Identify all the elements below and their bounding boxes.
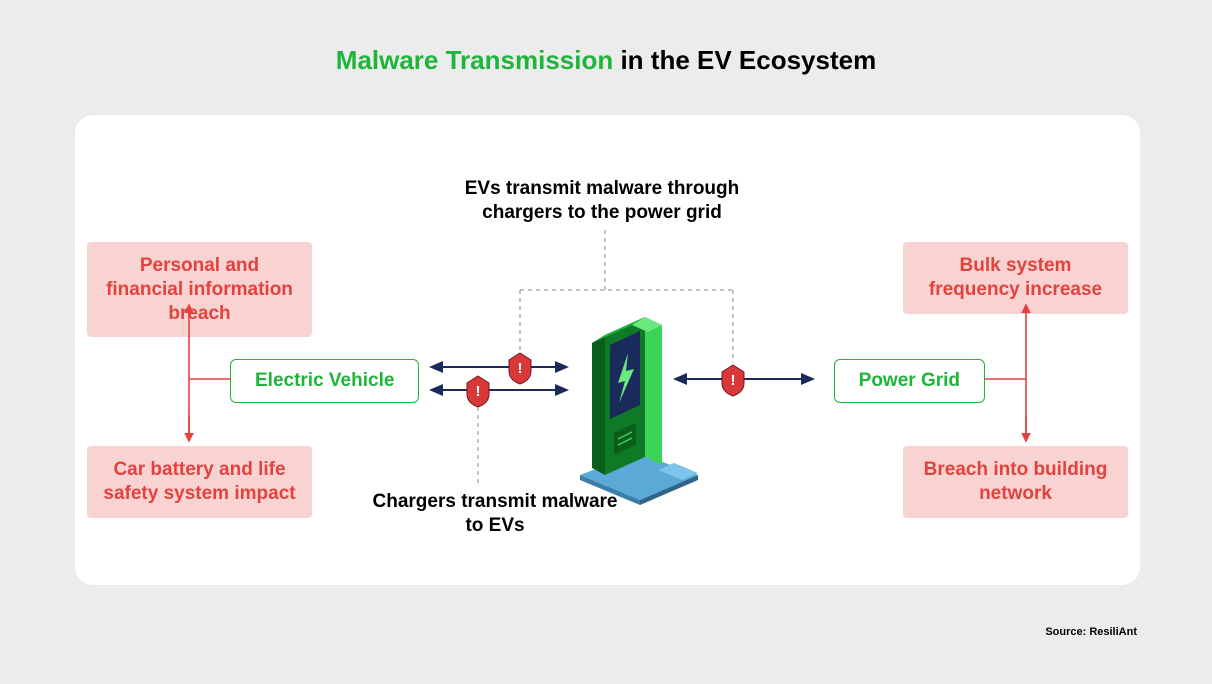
danger-box-battery-safety: Car battery and life safety system impac… (87, 446, 312, 518)
danger-box-personal-info: Personal and financial information breac… (87, 242, 312, 337)
svg-text:!: ! (476, 383, 481, 400)
callout-ev-to-grid: EVs transmit malware through chargers to… (432, 177, 772, 225)
source-label: Source: ResiliAnt (1045, 626, 1137, 638)
svg-text:!: ! (518, 360, 523, 377)
page-title: Malware Transmission in the EV Ecosystem (0, 0, 1212, 76)
title-highlight: Malware Transmission (336, 45, 613, 75)
node-power-grid: Power Grid (834, 359, 985, 403)
svg-text:!: ! (731, 372, 736, 389)
node-electric-vehicle: Electric Vehicle (230, 359, 419, 403)
diagram-card: Personal and financial information breac… (75, 115, 1140, 585)
danger-box-frequency: Bulk system frequency increase (903, 242, 1128, 314)
danger-box-building-network: Breach into building network (903, 446, 1128, 518)
charger-icon (570, 305, 705, 505)
title-rest: in the EV Ecosystem (613, 45, 876, 75)
